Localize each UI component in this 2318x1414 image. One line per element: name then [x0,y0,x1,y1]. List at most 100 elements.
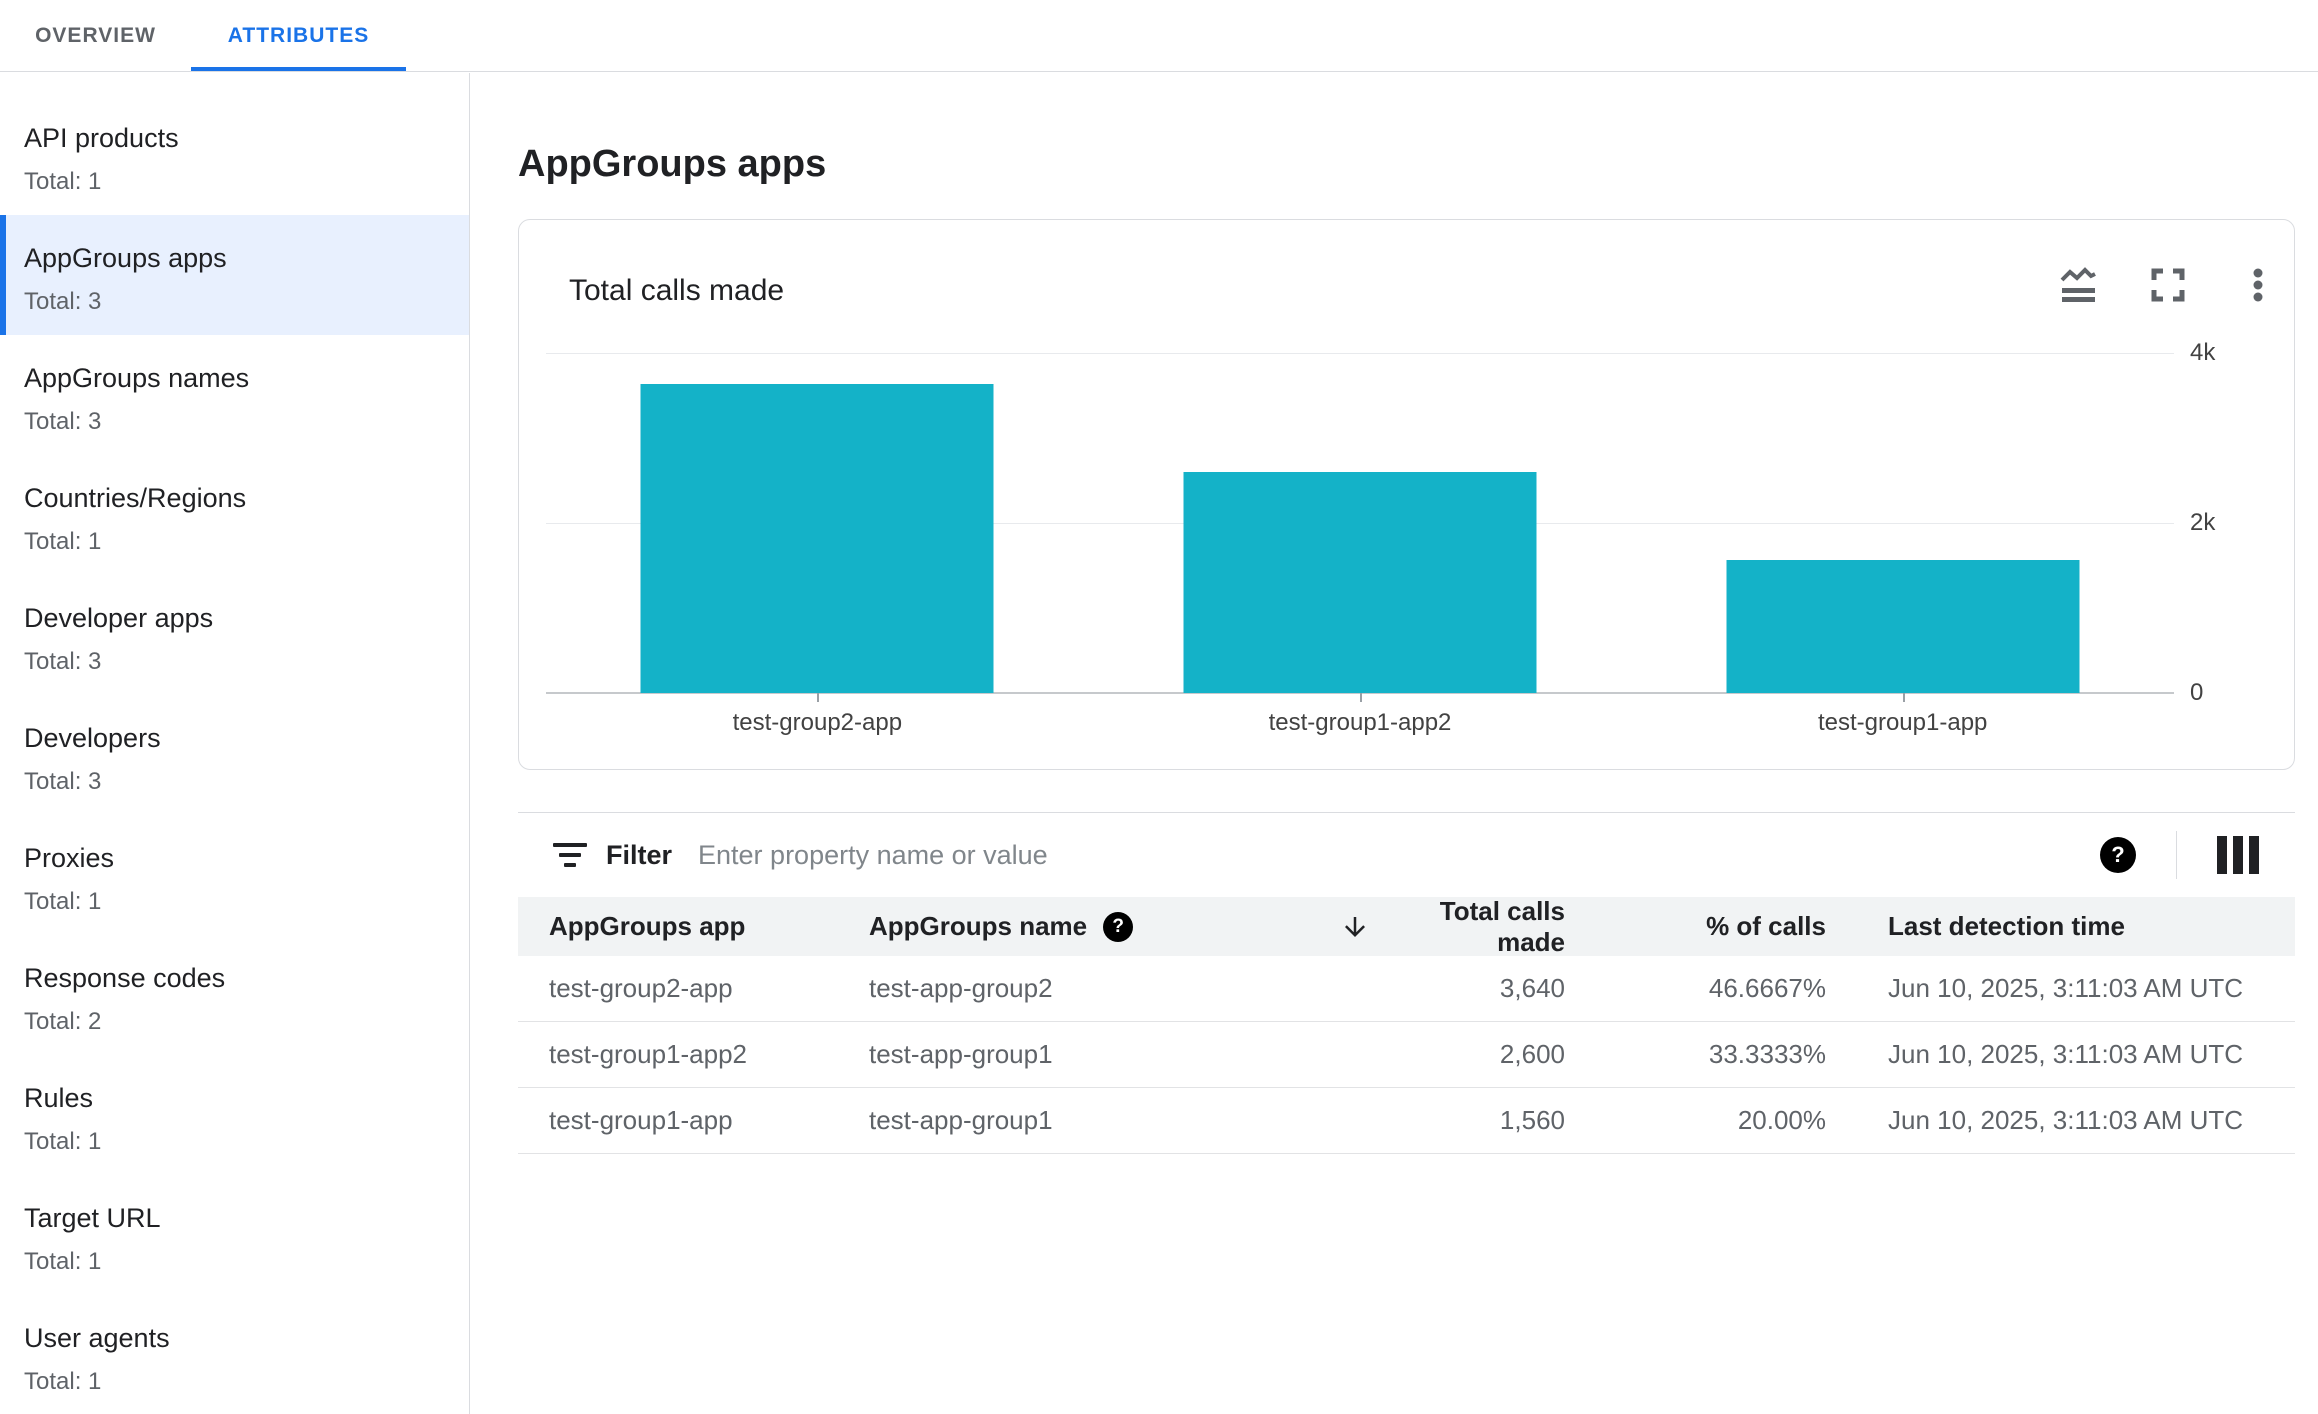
table-header-row: AppGroups app AppGroups name ? Total cal… [518,896,2295,958]
column-header-appgroups-app[interactable]: AppGroups app [549,911,746,941]
column-header-last-detection[interactable]: Last detection time [1888,911,2125,941]
table-body: test-group2-app test-app-group2 3,640 46… [518,956,2295,1154]
chart-card: Total calls made [518,219,2295,770]
bar[interactable] [1183,472,1537,693]
bar-band: test-group2-app [546,353,1089,736]
tab-overview[interactable]: OVERVIEW [35,23,156,47]
cell-last-detection: Jun 10, 2025, 3:11:03 AM UTC [1888,1039,2244,1069]
sidebar-item[interactable]: Developers Total: 3 [0,695,469,815]
filter-bar: Filter ? [518,813,2295,897]
cell-appgroups-name: test-app-group1 [869,1039,1053,1069]
x-axis-tick [817,693,820,702]
sidebar-item-label: Response codes [24,963,226,993]
sidebar-item-label: Developer apps [24,603,214,633]
column-help-icon[interactable]: ? [1103,911,1134,942]
bar[interactable] [1726,560,2080,693]
attributes-sidebar: API products Total: 1 AppGroups apps Tot… [0,73,470,1414]
sidebar-item[interactable]: Countries/Regions Total: 1 [0,455,469,575]
sidebar-item-total: Total: 1 [24,1248,102,1275]
bar-chart-plot: test-group2-app test-group1-app2 test-grou… [546,353,2174,736]
x-axis-tick [1902,693,1905,702]
sidebar-item-total: Total: 2 [24,1008,102,1035]
sidebar-item-total: Total: 3 [24,288,102,315]
sidebar-item[interactable]: Proxies Total: 1 [0,815,469,935]
sidebar-item-total: Total: 1 [24,168,102,195]
sidebar-item-label: AppGroups apps [24,243,227,273]
sidebar-item[interactable]: AppGroups names Total: 3 [0,335,469,455]
sidebar-item-total: Total: 1 [24,1128,102,1155]
y-tick-label: 0 [2190,679,2204,706]
y-axis: 4k 2k 0 [2190,339,2270,706]
table-row: test-group2-app test-app-group2 3,640 46… [518,956,2295,1022]
x-axis-label: test-group2-app [732,709,903,736]
sidebar-item-label: Rules [24,1083,94,1113]
cell-pct-calls: 33.3333% [1708,1039,1826,1069]
filter-list-icon [552,843,588,867]
column-header-pct-calls[interactable]: % of calls [1706,911,1826,941]
x-axis-label: test-group1-app [1817,709,1988,736]
gridline-4k [546,353,2174,354]
x-axis-label: test-group1-app2 [1268,709,1452,736]
cell-last-detection: Jun 10, 2025, 3:11:03 AM UTC [1888,973,2244,1003]
page-title: AppGroups apps [518,143,827,185]
filter-input[interactable] [698,839,2100,871]
sidebar-item-label: Countries/Regions [24,483,247,513]
cell-pct-calls: 46.6667% [1708,973,1826,1003]
cell-appgroups-name: test-app-group2 [869,973,1053,1003]
tab-attributes[interactable]: ATTRIBUTES [227,23,370,47]
sidebar-item[interactable]: API products Total: 1 [0,95,469,215]
tab-bar: OVERVIEW ATTRIBUTES [0,0,2318,72]
sidebar-item[interactable]: Rules Total: 1 [0,1055,469,1175]
cell-appgroups-app: test-group1-app [549,1105,733,1135]
sidebar-item-total: Total: 1 [24,528,102,555]
sidebar-item[interactable]: User agents Total: 1 [0,1295,469,1414]
fullscreen-icon[interactable] [2146,263,2190,307]
sidebar-item[interactable]: Response codes Total: 2 [0,935,469,1055]
cell-appgroups-app: test-group1-app2 [549,1039,748,1069]
cell-pct-calls: 20.00% [1737,1105,1826,1135]
sidebar-item-label: API products [24,123,179,153]
bar[interactable] [640,384,994,693]
bar-band-row: test-group2-app test-group1-app2 test-grou… [546,353,2174,736]
cell-appgroups-name: test-app-group1 [869,1105,1053,1135]
sidebar-item-total: Total: 1 [24,888,102,915]
filter-label: Filter [606,839,673,870]
chart-card-title: Total calls made [569,274,785,307]
sidebar-item[interactable]: Target URL Total: 1 [0,1175,469,1295]
active-tab-underline [191,67,406,71]
sidebar-item-label: Proxies [24,843,115,873]
column-header-appgroups-name[interactable]: AppGroups name ? [869,911,1340,942]
sidebar-item-label: Target URL [24,1203,161,1233]
area-chart-icon[interactable] [2056,263,2100,307]
cell-total-calls: 2,600 [1499,1039,1565,1069]
cell-appgroups-app: test-group2-app [549,973,733,1003]
cell-total-calls: 1,560 [1499,1105,1565,1135]
more-options-kebab-icon[interactable] [2236,263,2280,307]
cell-last-detection: Jun 10, 2025, 3:11:03 AM UTC [1888,1105,2244,1135]
table-row: test-group1-app2 test-app-group1 2,600 3… [518,1022,2295,1088]
table-section: Filter ? AppGroups app AppGroups name ? [518,812,2295,1154]
filter-help-icon[interactable]: ? [2100,837,2136,873]
bar-band: test-group1-app [1631,353,2174,736]
sidebar-item[interactable]: Developer apps Total: 3 [0,575,469,695]
sidebar-item-label: User agents [24,1323,170,1353]
sidebar-item-label: AppGroups names [24,363,250,393]
chart-card-toolbar [2056,263,2280,307]
x-axis-tick [1360,693,1362,702]
sidebar-item-total: Total: 3 [24,648,102,675]
table-row: test-group1-app test-app-group1 1,560 20… [518,1088,2295,1154]
column-header-total-calls[interactable]: Total calls made [1340,896,1565,958]
sidebar-item[interactable]: AppGroups apps Total: 3 [0,215,469,335]
column-header-label: Total calls made [1439,895,1565,957]
column-selector-icon[interactable] [2217,836,2259,874]
sidebar-item-total: Total: 3 [24,768,102,795]
sidebar-item-total: Total: 1 [24,1368,102,1395]
divider [2176,831,2177,879]
sidebar-item-total: Total: 3 [24,408,102,435]
sidebar-item-label: Developers [24,723,161,753]
y-tick-label: 4k [2190,339,2216,366]
y-tick-label: 2k [2190,509,2216,536]
main-content: AppGroups apps Total calls made [471,73,2318,1414]
bar-band: test-group1-app2 [1089,353,1632,736]
